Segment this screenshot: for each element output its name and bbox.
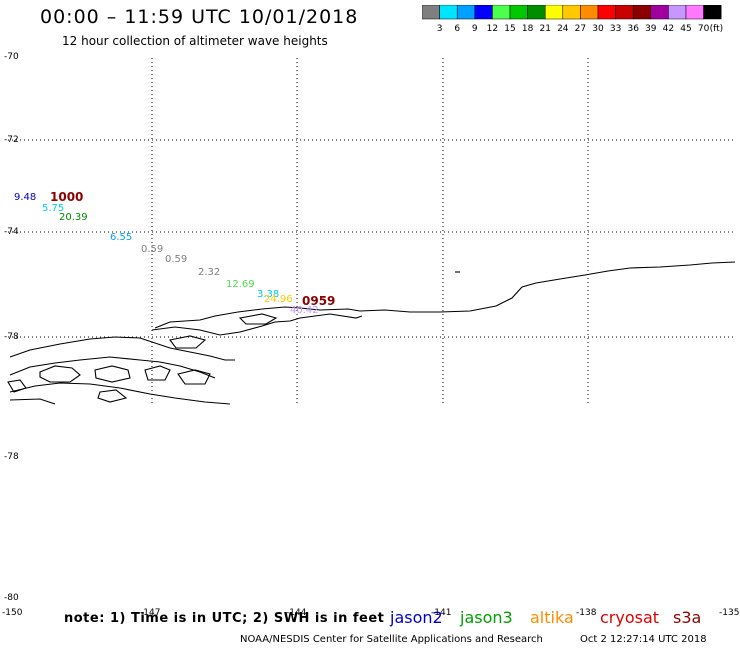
lat-label: -78: [4, 332, 19, 342]
colorbar-label: 9: [472, 24, 478, 34]
obs-label: 12.69: [226, 279, 255, 290]
colorbar-label: 15: [504, 24, 515, 34]
colorbar-swatch: [632, 5, 652, 20]
obs-label: 9.48: [14, 192, 37, 203]
map-title: 00:00 – 11:59 UTC 10/01/2018: [40, 6, 359, 28]
generated-timestamp: Oct 2 12:27:14 UTC 2018: [580, 634, 707, 645]
lon-label: -135: [719, 608, 740, 618]
lat-label: -70: [4, 52, 19, 62]
obs-label: 0.59: [141, 244, 164, 255]
obs-label: 0.59: [165, 254, 188, 265]
lon-label: -141: [431, 608, 452, 618]
lon-label: -138: [576, 608, 597, 618]
colorbar-label: 3: [437, 24, 443, 34]
units-note: note: 1) Time is in UTC; 2) SWH is in fe…: [64, 611, 385, 626]
colorbar-swatch: [685, 5, 704, 20]
colorbar-label: 36: [627, 24, 639, 34]
colorbar-swatch: [527, 5, 546, 20]
obs-label: 2.32: [198, 267, 221, 278]
obs-label: 6.55: [110, 232, 133, 243]
colorbar-label: 45: [680, 24, 691, 34]
colorbar-swatch: [703, 5, 722, 20]
colorbar-swatch: [422, 5, 440, 20]
colorbar-unit: (ft): [710, 24, 724, 34]
legend-jason3: jason3: [460, 608, 513, 627]
obs-label: 20.39: [59, 212, 88, 223]
obs-label: 5.75: [42, 203, 65, 214]
colorbar-swatch: [580, 5, 599, 20]
credit-line: NOAA/NESDIS Center for Satellite Applica…: [240, 634, 543, 645]
obs-label: 40.42: [290, 305, 319, 316]
colorbar-label: 70: [698, 24, 710, 34]
colorbar-label: 24: [557, 24, 569, 34]
colorbar-swatch: [597, 5, 616, 20]
legend-cryosat: cryosat: [600, 608, 660, 627]
wave-height-colorbar: 3 6 9 12 15 18 21 24 27 30 33 36 39 42 45 70 (ft): [422, 5, 724, 34]
colorbar-label: 12: [487, 24, 498, 34]
lat-label: -72: [4, 135, 19, 145]
colorbar-swatch: [615, 5, 634, 20]
obs-label: 24.96: [264, 294, 293, 305]
colorbar-swatch: [668, 5, 687, 20]
legend-altika: altika: [530, 608, 574, 627]
colorbar-label: 30: [592, 24, 604, 34]
colorbar-label: 21: [539, 24, 550, 34]
lat-label: -80: [4, 593, 19, 603]
colorbar-swatch: [562, 5, 581, 20]
colorbar-swatch: [509, 5, 528, 20]
colorbar-swatch: [492, 5, 511, 20]
obs-time-label: 1000: [50, 190, 84, 204]
colorbar-label: 27: [575, 24, 586, 34]
legend-s3a: s3a: [673, 608, 702, 627]
lon-label: -147: [140, 608, 161, 618]
colorbar-swatch: [650, 5, 669, 20]
colorbar-label: 6: [454, 24, 460, 34]
colorbar-label: 39: [645, 24, 657, 34]
coastline: [7, 261, 736, 405]
obs-label: 3.38: [257, 289, 280, 300]
lon-label: -144: [286, 608, 307, 618]
colorbar-label: 33: [610, 24, 621, 34]
colorbar-label: 42: [663, 24, 674, 34]
colorbar-label: 18: [522, 24, 534, 34]
colorbar-swatch: [439, 5, 458, 20]
map-subtitle: 12 hour collection of altimeter wave hei…: [62, 34, 328, 48]
lat-label: -74: [4, 227, 19, 237]
obs-time-label: 0959: [302, 294, 336, 308]
colorbar-swatch: [456, 5, 476, 20]
legend-jason2: jason2: [390, 608, 443, 627]
colorbar-swatch: [474, 5, 493, 20]
lat-label: -78: [4, 452, 19, 462]
colorbar-swatch: [544, 5, 564, 20]
lon-label: -150: [2, 608, 23, 618]
